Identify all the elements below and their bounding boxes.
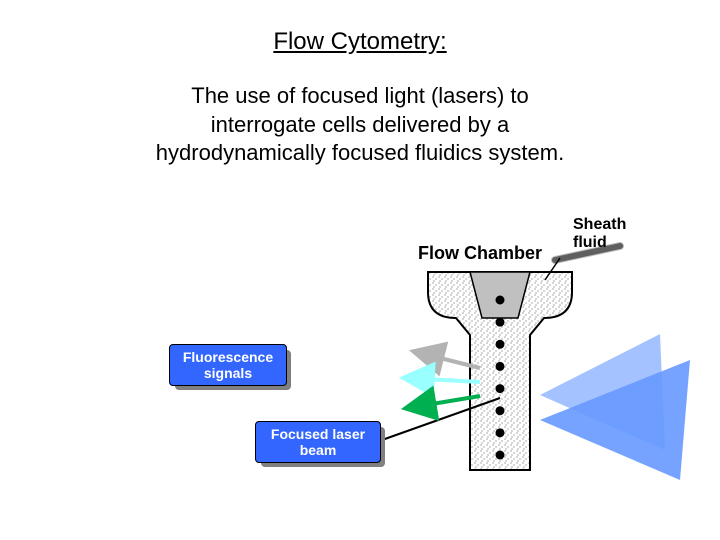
sheath-fluid-label: Sheath fluid [573, 216, 626, 251]
fluorescence-signals-badge: Fluorescencesignals [169, 344, 287, 386]
sheath-line-1: Sheath [573, 216, 626, 233]
flow-chamber-label: Flow Chamber [418, 243, 542, 264]
sheath-line-2: fluid [573, 234, 607, 251]
focused-laser-beam-badge: Focused laserbeam [255, 421, 381, 463]
